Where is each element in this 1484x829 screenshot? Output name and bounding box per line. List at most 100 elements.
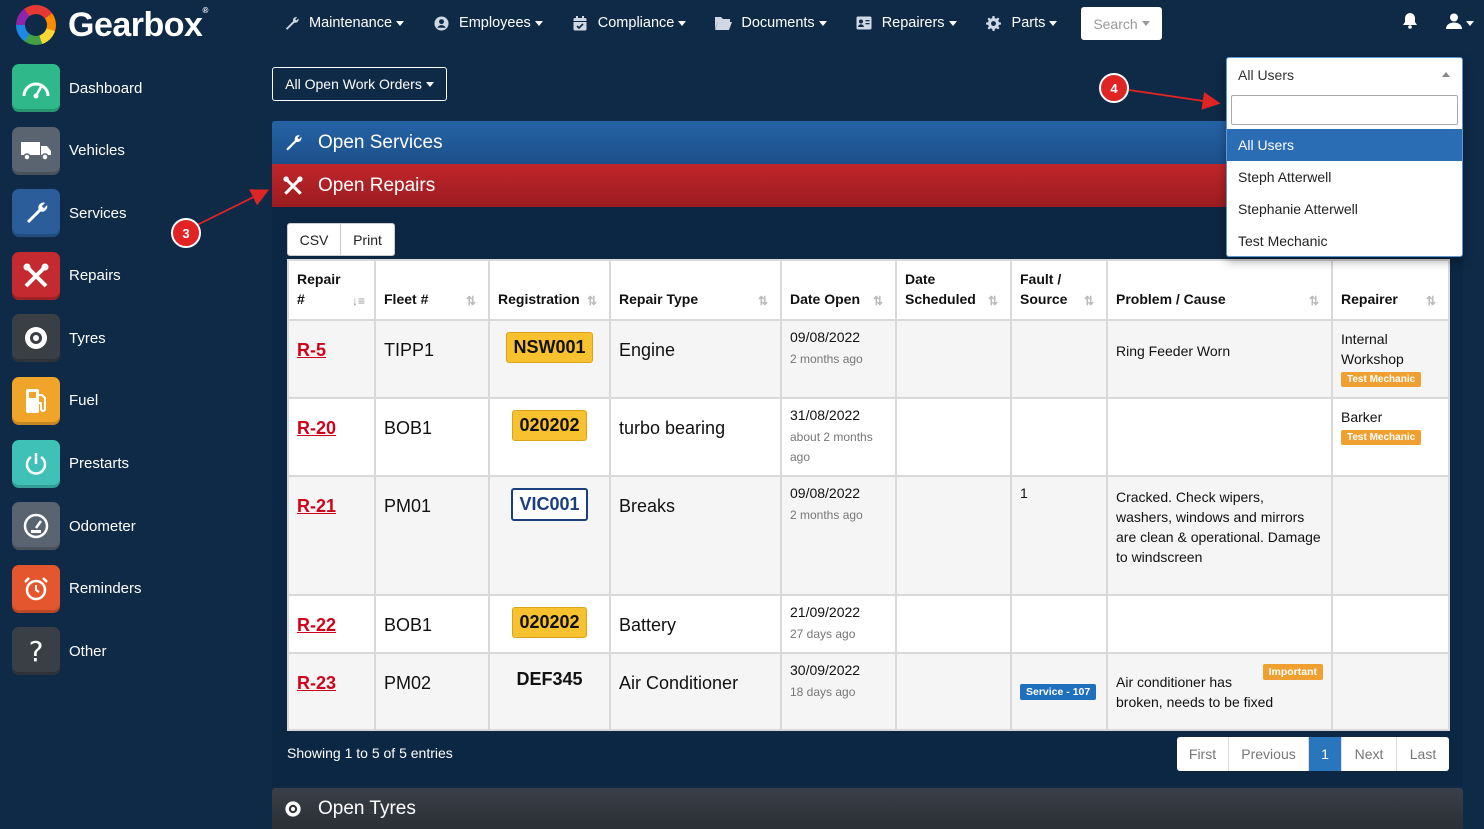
repairer-name — [1331, 652, 1450, 731]
sidebar-item-other[interactable]: ? Other — [12, 627, 262, 676]
mechanic-badge: Test Mechanic — [1341, 372, 1422, 387]
col-header-fault-source[interactable]: Fault / Source ⇅ — [1010, 259, 1108, 321]
registration-plate: 020202 — [512, 410, 587, 441]
user-option-steph-atterwell[interactable]: Steph Atterwell — [1238, 169, 1332, 185]
sort-icon: ⇅ — [873, 294, 884, 308]
repair-id-link[interactable]: R-22 — [297, 615, 337, 635]
user-filter-search-input[interactable] — [1231, 95, 1458, 125]
sidebar-item-vehicles[interactable]: Vehicles — [12, 126, 262, 175]
date-open: 31/08/2022 — [790, 407, 861, 423]
sidebar-item-services[interactable]: Services — [12, 189, 262, 238]
col-header-date-scheduled[interactable]: Date Scheduled ⇅ — [895, 259, 1012, 321]
sort-icon: ⇅ — [1084, 294, 1095, 308]
user-option-stephanie-atterwell[interactable]: Stephanie Atterwell — [1238, 201, 1358, 217]
search-dropdown-button[interactable]: Search — [1081, 7, 1162, 40]
sidebar-item-fuel[interactable]: Fuel — [12, 376, 262, 425]
repair-type: Breaks — [619, 496, 676, 516]
user-menu[interactable] — [1446, 13, 1474, 34]
alarm-clock-icon — [12, 564, 60, 613]
gearbox-logo[interactable]: Gearbox® — [16, 5, 208, 45]
nav-maintenance[interactable]: Maintenance — [282, 14, 405, 32]
repair-id-link[interactable]: R-5 — [297, 340, 327, 360]
col-header-date-open[interactable]: Date Open ⇅ — [780, 259, 897, 321]
sidebar-item-reminders[interactable]: Reminders — [12, 564, 262, 613]
fuel-pump-icon — [12, 376, 60, 425]
date-scheduled — [895, 652, 1012, 731]
user-option-all-users[interactable]: All Users — [1227, 129, 1462, 161]
fault-source: 1 — [1020, 485, 1028, 501]
date-open-relative: 18 days ago — [790, 685, 856, 699]
problem-cause — [1106, 594, 1333, 654]
fault-source — [1010, 594, 1108, 654]
repair-id-link[interactable]: R-20 — [297, 418, 337, 438]
nav-documents[interactable]: Documents — [714, 14, 827, 32]
date-scheduled — [895, 475, 1012, 596]
sidebar-item-dashboard[interactable]: Dashboard — [12, 64, 262, 112]
fleet-number: PM01 — [384, 496, 432, 516]
col-header-repair[interactable]: Repair # ↓≡ — [287, 259, 376, 321]
problem-cause: Cracked. Check wipers, washers, windows a… — [1116, 489, 1321, 565]
pagination-first[interactable]: First — [1177, 737, 1229, 771]
date-open: 30/09/2022 — [790, 662, 861, 678]
pagination-last[interactable]: Last — [1409, 746, 1437, 762]
date-open: 21/09/2022 — [790, 604, 861, 620]
bell-icon[interactable] — [1402, 12, 1420, 30]
sort-icon: ⇅ — [1426, 294, 1437, 308]
tools-icon — [12, 251, 60, 300]
sidebar-item-tyres[interactable]: Tyres — [12, 314, 262, 363]
repairer-name: Internal Workshop — [1341, 331, 1404, 367]
sort-icon: ⇅ — [587, 294, 598, 308]
important-badge: Important — [1262, 664, 1323, 680]
date-open-relative: 27 days ago — [790, 627, 856, 641]
user-option-test-mechanic[interactable]: Test Mechanic — [1238, 233, 1328, 249]
problem-cause: Air conditioner has broken, needs to be f… — [1116, 674, 1274, 710]
pagination-page-1[interactable]: 1 — [1309, 737, 1342, 771]
nav-employees[interactable]: Employees — [432, 14, 543, 32]
col-header-fleet[interactable]: Fleet # ⇅ — [374, 259, 490, 321]
fleet-number: PM02 — [384, 673, 432, 693]
date-open: 09/08/2022 — [790, 485, 861, 501]
nav-repairers[interactable]: Repairers — [855, 14, 957, 32]
sidebar-item-repairs[interactable]: Repairs — [12, 251, 262, 300]
wrench-icon — [282, 14, 300, 32]
export-button-group: CSV Print — [287, 223, 395, 256]
user-filter-dropdown[interactable]: All Users All Users Steph Atterwell Step… — [1226, 57, 1463, 257]
nav-parts[interactable]: Parts — [985, 14, 1058, 32]
fault-source — [1010, 319, 1108, 399]
annotation-marker-3: 3 — [171, 218, 201, 248]
service-link-badge[interactable]: Service - 107 — [1020, 684, 1097, 700]
print-button[interactable]: Print — [341, 223, 395, 256]
table-row: R-21 PM01 VIC001 Breaks 09/08/2022 2 mont… — [287, 475, 1450, 596]
csv-button[interactable]: CSV — [287, 223, 341, 256]
table-row: R-22 BOB1 020202 Battery 21/09/2022 27 da… — [287, 594, 1450, 654]
repairer-name — [1331, 594, 1450, 654]
annotation-marker-4: 4 — [1099, 73, 1129, 103]
registration-plate: DEF345 — [516, 669, 583, 689]
problem-cause — [1106, 397, 1333, 477]
date-scheduled — [895, 594, 1012, 654]
tyre-icon — [282, 798, 304, 820]
open-tyres-panel-header[interactable]: Open Tyres — [272, 788, 1463, 829]
nav-compliance[interactable]: Compliance — [571, 14, 687, 32]
sidebar-item-odometer[interactable]: Odometer — [12, 502, 262, 551]
pagination-next[interactable]: Next — [1342, 737, 1397, 771]
truck-icon — [12, 126, 60, 175]
repair-id-link[interactable]: R-21 — [297, 496, 337, 516]
user-filter-selected[interactable]: All Users — [1227, 58, 1462, 92]
repair-type: turbo bearing — [619, 418, 726, 438]
wrench-icon — [12, 189, 60, 238]
col-header-repair-type[interactable]: Repair Type ⇅ — [609, 259, 782, 321]
date-open: 09/08/2022 — [790, 329, 861, 345]
pagination-previous[interactable]: Previous — [1229, 737, 1309, 771]
sort-icon: ⇅ — [1309, 294, 1320, 308]
sidebar-item-prestarts[interactable]: Prestarts — [12, 439, 262, 488]
col-header-repairer[interactable]: Repairer ⇅ — [1331, 259, 1450, 321]
user-circle-icon — [432, 14, 450, 32]
col-header-registration[interactable]: Registration ⇅ — [488, 259, 611, 321]
col-header-problem-cause[interactable]: Problem / Cause ⇅ — [1106, 259, 1333, 321]
work-orders-filter-button[interactable]: All Open Work Orders — [272, 67, 447, 101]
repair-id-link[interactable]: R-23 — [297, 673, 337, 693]
repairer-name: Barker — [1341, 409, 1383, 425]
wrench-icon — [282, 132, 304, 154]
problem-cause: Ring Feeder Worn — [1116, 343, 1231, 359]
